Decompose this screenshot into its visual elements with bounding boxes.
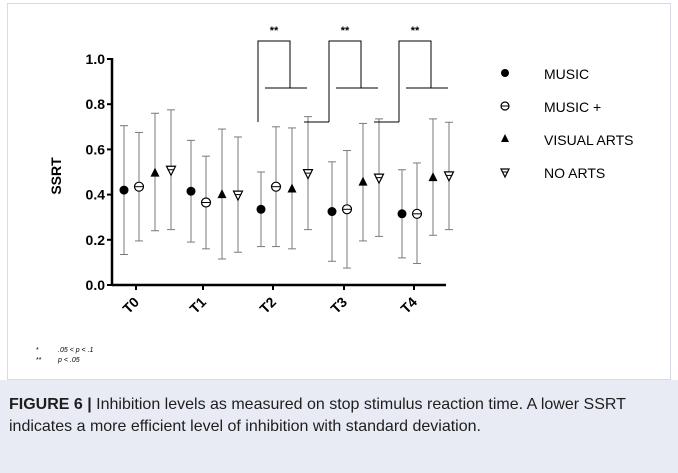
y-tick-label: 0.2 bbox=[86, 232, 106, 248]
legend-entry: NO ARTS bbox=[500, 165, 605, 181]
point bbox=[119, 185, 129, 195]
chart-marks: ** ** ** bbox=[119, 25, 455, 269]
y-axis-label: SSRT bbox=[48, 157, 64, 195]
legend-label: MUSIC + bbox=[544, 99, 601, 115]
marker-triangle bbox=[443, 171, 455, 183]
x-tick-label: T4 bbox=[397, 294, 420, 317]
significance-label: ** bbox=[341, 25, 350, 37]
note-symbol: ** bbox=[36, 357, 42, 364]
point bbox=[150, 167, 160, 177]
significance-bracket: ** bbox=[374, 25, 448, 123]
point bbox=[270, 181, 282, 192]
y-tick-label: 0.6 bbox=[86, 141, 106, 157]
x-tick-label: T1 bbox=[186, 294, 209, 317]
point bbox=[287, 183, 297, 193]
point bbox=[302, 169, 314, 180]
point bbox=[373, 173, 385, 185]
caption-body: Inhibition levels as measured on stop st… bbox=[9, 396, 626, 435]
bracket-line bbox=[328, 40, 362, 122]
x-tick-label: T3 bbox=[327, 294, 350, 317]
note-row: ** p < .05 bbox=[36, 356, 93, 366]
point bbox=[327, 207, 337, 217]
note-symbol: * bbox=[36, 347, 39, 354]
point bbox=[428, 172, 438, 182]
point bbox=[232, 190, 244, 202]
legend-label: MUSIC bbox=[544, 66, 589, 82]
point bbox=[133, 181, 145, 192]
point bbox=[397, 209, 407, 219]
point bbox=[501, 69, 509, 77]
bracket-line bbox=[398, 40, 432, 122]
y-tick-label: 0.4 bbox=[86, 187, 106, 203]
bracket-line bbox=[257, 40, 291, 122]
point bbox=[341, 204, 353, 215]
x-tick-label: T2 bbox=[256, 294, 279, 317]
point bbox=[500, 101, 510, 111]
significance-bracket: ** bbox=[257, 25, 307, 122]
legend-label: VISUAL ARTS bbox=[544, 132, 633, 148]
figure-caption: FIGURE 6 | Inhibition levels as measured… bbox=[9, 394, 673, 438]
note-text: .05 < p < .1 bbox=[58, 347, 94, 354]
point bbox=[411, 208, 423, 219]
point bbox=[256, 204, 266, 214]
point bbox=[443, 171, 455, 183]
point bbox=[501, 134, 509, 142]
point bbox=[217, 189, 227, 199]
point bbox=[200, 197, 212, 208]
marker-triangle bbox=[165, 165, 177, 177]
point bbox=[358, 176, 368, 186]
point bbox=[165, 165, 177, 177]
y-tick-label: 0.8 bbox=[86, 96, 106, 112]
marker-triangle bbox=[232, 190, 244, 202]
y-tick-label: 1.0 bbox=[86, 51, 106, 67]
caption-panel: FIGURE 6 | Inhibition levels as measured… bbox=[0, 380, 678, 473]
y-tick-label: 0.0 bbox=[86, 277, 106, 293]
note-row: * .05 < p < .1 bbox=[36, 346, 93, 356]
note-text: p < .05 bbox=[58, 357, 80, 364]
x-tick-label: T0 bbox=[119, 294, 142, 317]
legend-entry: MUSIC + bbox=[500, 99, 601, 115]
marker-triangle bbox=[373, 173, 385, 185]
legend-entry: MUSIC bbox=[501, 66, 589, 82]
point bbox=[186, 186, 196, 196]
chart: 0.00.20.40.60.81.0T0 T1 T2 T3 T4 SSRT ** ** **… bbox=[48, 25, 633, 317]
figure-panel: 0.0 0.2 0.4 0.6 0.8 1.0 T0 T1 T2 T3 T4 SSRT ** ** **… bbox=[7, 3, 671, 380]
point bbox=[500, 168, 510, 179]
legend-entry: VISUAL ARTS bbox=[501, 132, 633, 148]
caption-label: FIGURE 6 | bbox=[9, 396, 92, 413]
significance-label: ** bbox=[411, 25, 420, 37]
marker-triangle bbox=[500, 168, 510, 179]
significance-label: ** bbox=[270, 25, 279, 37]
marker-triangle bbox=[302, 169, 314, 180]
significance-notes: * .05 < p < .1 ** p < .05 bbox=[36, 346, 93, 366]
legend-label: NO ARTS bbox=[544, 165, 605, 181]
legend: MUSIC MUSIC + VISUAL ARTS NO ARTS bbox=[500, 66, 633, 181]
significance-bracket: ** bbox=[304, 25, 378, 123]
